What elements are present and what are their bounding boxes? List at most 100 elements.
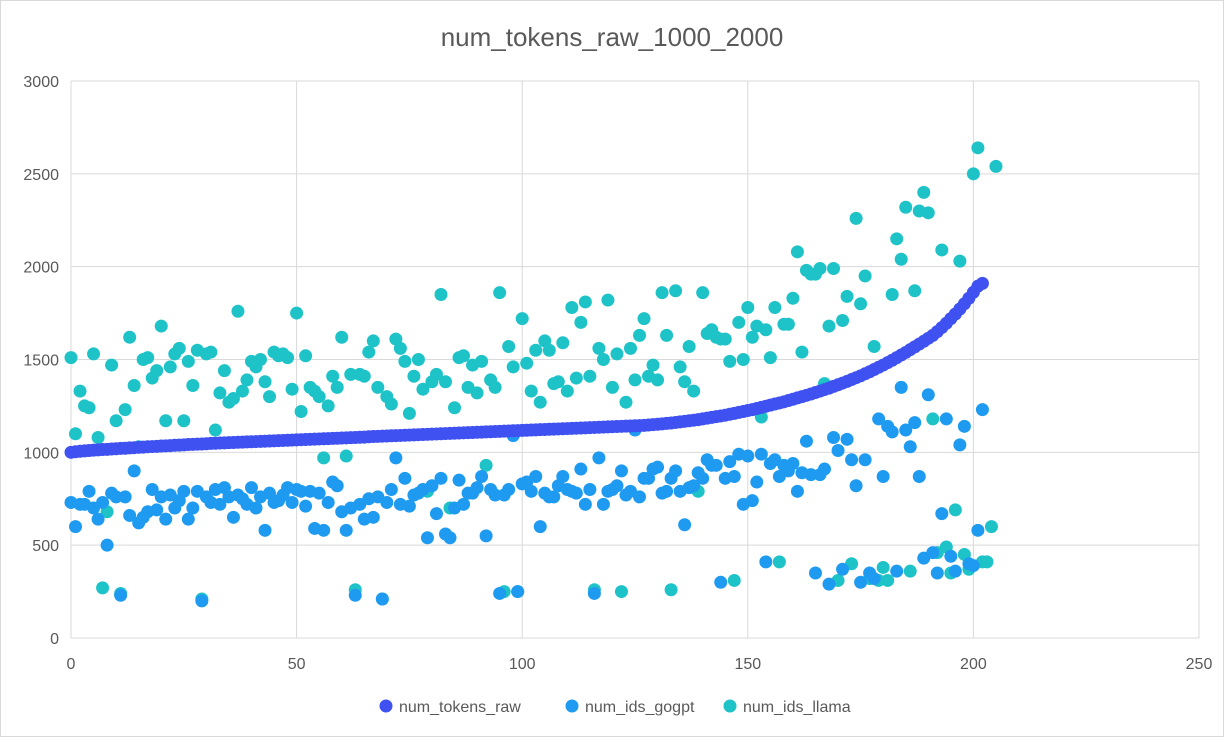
point-num_ids_gogpt (285, 495, 299, 509)
point-num_ids_llama (407, 369, 421, 383)
point-num_ids_llama (678, 375, 692, 389)
point-num_ids_llama (971, 141, 985, 155)
point-num_ids_llama (321, 399, 335, 413)
point-num_ids_llama (294, 404, 308, 418)
x-tick-label: 250 (1186, 656, 1213, 673)
point-num_ids_llama (813, 262, 827, 276)
point-num_ids_gogpt (583, 482, 597, 496)
point-num_ids_llama (881, 573, 895, 587)
point-num_ids_llama (840, 289, 854, 303)
point-num_ids_llama (867, 340, 881, 354)
point-num_ids_llama (163, 360, 177, 374)
point-num_ids_llama (614, 585, 628, 599)
point-num_ids_gogpt (727, 469, 741, 483)
point-num_ids_llama (416, 382, 430, 396)
point-num_ids_gogpt (876, 469, 890, 483)
point-num_ids_llama (488, 380, 502, 394)
point-num_ids_gogpt (109, 490, 123, 504)
point-num_ids_gogpt (921, 388, 935, 402)
point-num_ids_gogpt (91, 512, 105, 526)
point-num_ids_gogpt (845, 453, 859, 467)
point-num_ids_llama (827, 262, 841, 276)
point-num_ids_gogpt (587, 586, 601, 600)
point-num_ids_llama (515, 312, 529, 326)
point-num_ids_llama (73, 384, 87, 398)
point-num_ids_gogpt (966, 559, 980, 573)
point-num_ids_llama (781, 317, 795, 331)
point-num_ids_gogpt (123, 508, 137, 522)
point-num_ids_llama (258, 375, 272, 389)
point-num_ids_llama (96, 581, 110, 595)
point-num_ids_llama (123, 330, 137, 344)
point-num_ids_llama (583, 369, 597, 383)
point-num_ids_gogpt (899, 423, 913, 437)
x-axis-ticks: 0 50 100 150 200 250 (67, 656, 1213, 673)
point-num_ids_llama (87, 347, 101, 361)
point-num_ids_gogpt (786, 456, 800, 470)
point-num_ids_llama (208, 423, 222, 437)
point-num_ids_gogpt (475, 469, 489, 483)
point-num_ids_gogpt (429, 507, 443, 521)
point-num_ids_gogpt (420, 531, 434, 545)
point-num_ids_gogpt (709, 458, 723, 472)
point-num_ids_llama (596, 353, 610, 366)
y-tick-label: 2500 (23, 167, 59, 184)
point-num_ids_llama (154, 319, 168, 333)
point-num_ids_gogpt (339, 523, 353, 537)
point-num_ids_llama (91, 430, 105, 444)
point-num_ids_gogpt (930, 566, 944, 580)
legend-marker (723, 699, 737, 713)
point-num_ids_llama (402, 406, 416, 420)
point-num_ids_gogpt (249, 501, 263, 515)
point-num_ids_gogpt (443, 531, 457, 545)
point-num_ids_llama (763, 351, 777, 365)
point-num_ids_llama (317, 451, 331, 465)
y-tick-label: 1000 (23, 445, 59, 462)
legend-label: num_ids_llama (743, 699, 851, 716)
point-num_ids_llama (82, 401, 96, 415)
point-num_ids_gogpt (854, 575, 868, 589)
point-num_ids_llama (948, 503, 962, 517)
point-num_ids_gogpt (213, 497, 227, 511)
x-tick-label: 200 (960, 656, 987, 673)
point-num_ids_llama (479, 458, 493, 472)
point-num_ids_gogpt (696, 471, 710, 485)
legend-label: num_tokens_raw (399, 699, 521, 716)
point-num_ids_gogpt (840, 432, 854, 446)
y-tick-label: 2000 (23, 260, 59, 277)
point-num_ids_llama (836, 314, 850, 328)
x-tick-label: 0 (67, 656, 76, 673)
point-num_ids_llama (326, 369, 340, 383)
point-num_ids_gogpt (596, 497, 610, 511)
point-num_ids_gogpt (903, 440, 917, 454)
point-num_ids_llama (696, 286, 710, 300)
point-num_ids_llama (411, 353, 425, 366)
point-num_ids_llama (628, 373, 642, 387)
point-num_ids_gogpt (529, 469, 543, 483)
point-num_ids_gogpt (799, 434, 813, 448)
y-tick-label: 1500 (23, 353, 59, 370)
point-num_ids_llama (551, 375, 565, 389)
point-num_ids_gogpt (578, 497, 592, 511)
point-num_ids_gogpt (488, 488, 502, 502)
point-num_ids_gogpt (669, 464, 683, 478)
point-num_ids_gogpt (145, 482, 159, 496)
point-num_ids_gogpt (759, 555, 773, 569)
point-num_ids_gogpt (479, 529, 493, 543)
point-num_ids_llama (651, 373, 665, 387)
point-num_ids_gogpt (402, 499, 416, 513)
point-num_ids_llama (849, 211, 863, 225)
point-num_ids_gogpt (511, 585, 525, 599)
y-tick-label: 0 (50, 631, 59, 648)
point-num_ids_llama (592, 341, 606, 355)
point-num_ids_gogpt (556, 469, 570, 483)
point-num_ids_llama (362, 345, 376, 359)
point-num_ids_gogpt (389, 451, 403, 465)
point-num_ids_llama (172, 341, 186, 355)
point-num_ids_gogpt (493, 586, 507, 600)
data-points (64, 141, 1003, 608)
point-num_ids_gogpt (398, 471, 412, 485)
point-num_ids_llama (339, 449, 353, 463)
point-num_ids_gogpt (831, 443, 845, 457)
